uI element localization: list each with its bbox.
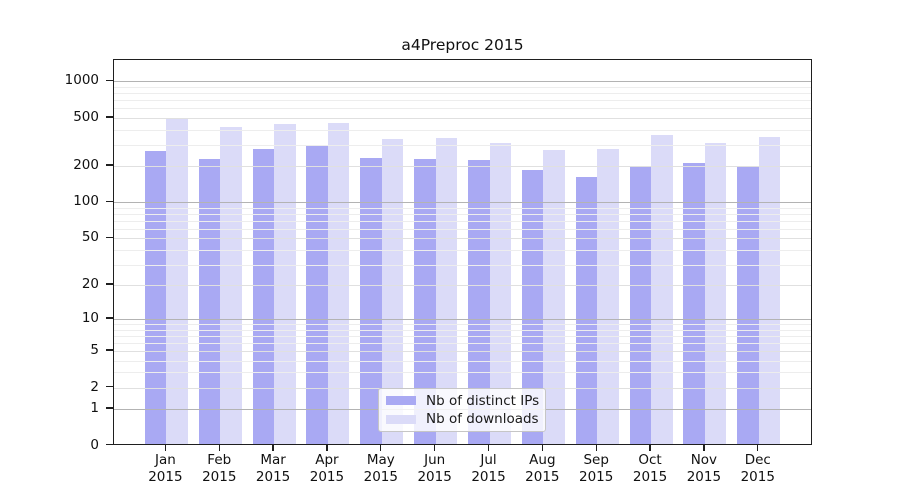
bar-downloads xyxy=(543,150,565,444)
x-axis-tick xyxy=(218,444,220,451)
x-axis-tick-label: Jul 2015 xyxy=(471,452,506,485)
x-axis-tick xyxy=(272,444,274,451)
bar-downloads xyxy=(166,117,188,444)
x-axis-tick-label: Oct 2015 xyxy=(632,452,668,485)
y-axis-tick-label: 10 xyxy=(81,310,99,327)
x-axis-tick-label: Mar 2015 xyxy=(255,452,291,485)
y-axis-tick xyxy=(105,283,113,285)
x-axis-tick-label: Dec 2015 xyxy=(740,452,775,485)
bar-downloads xyxy=(758,136,781,444)
bar-distinct-ips xyxy=(252,148,275,444)
y-axis-tick-label: 0 xyxy=(90,436,99,453)
y-axis-tick-label: 200 xyxy=(73,156,99,173)
plot-area xyxy=(113,59,812,445)
x-axis-tick xyxy=(757,444,759,451)
x-axis-tick xyxy=(595,444,597,451)
y-axis-tick xyxy=(105,385,113,388)
x-axis-tick-label: Apr 2015 xyxy=(309,452,345,485)
y-axis-tick-label: 100 xyxy=(73,193,99,210)
x-axis-tick xyxy=(703,444,705,451)
x-axis-tick xyxy=(326,444,328,451)
legend-label-downloads: Nb of downloads xyxy=(426,411,539,428)
x-axis-tick-label: Nov 2015 xyxy=(686,452,722,485)
x-axis-tick-label: Aug 2015 xyxy=(525,452,560,485)
bar-distinct-ips xyxy=(629,166,652,444)
bar-downloads xyxy=(597,148,619,444)
y-axis-tick-label: 50 xyxy=(81,229,99,246)
y-axis-tick xyxy=(105,407,113,409)
y-axis-tick xyxy=(105,236,113,238)
y-axis-tick xyxy=(105,116,113,118)
y-axis-tick-label: 20 xyxy=(81,276,99,293)
bar-distinct-ips xyxy=(306,145,328,444)
bar-downloads xyxy=(327,123,350,444)
legend-label-distinct-ips: Nb of distinct IPs xyxy=(426,392,540,409)
bar-distinct-ips xyxy=(144,150,167,444)
legend-swatch-downloads xyxy=(386,414,416,424)
legend-swatch-distinct-ips xyxy=(386,396,416,406)
x-axis-tick-label: Sep 2015 xyxy=(579,452,614,485)
bar-distinct-ips xyxy=(683,163,705,444)
y-axis-tick-label: 1 xyxy=(90,399,99,416)
y-axis-tick-label: 5 xyxy=(90,342,99,359)
legend-entry-downloads: Nb of downloads xyxy=(379,410,545,428)
y-axis-tick xyxy=(105,317,113,319)
bar-distinct-ips xyxy=(575,176,598,444)
x-axis-tick xyxy=(164,444,167,451)
bar-downloads xyxy=(381,138,404,444)
x-axis-tick xyxy=(380,444,382,451)
x-axis-tick-label: Jun 2015 xyxy=(417,452,452,485)
y-axis-tick xyxy=(105,164,113,166)
chart-title: a4Preproc 2015 xyxy=(401,36,524,54)
y-axis-tick xyxy=(105,349,113,351)
y-axis-tick xyxy=(105,443,113,446)
x-axis-tick-label: May 2015 xyxy=(363,452,398,485)
y-axis-tick-label: 1000 xyxy=(64,72,99,89)
y-axis-tick-label: 500 xyxy=(73,108,99,125)
x-axis-tick xyxy=(649,444,651,451)
bar-downloads xyxy=(704,142,727,444)
bar-downloads xyxy=(651,134,673,444)
x-axis-tick xyxy=(541,444,544,451)
legend-entry-distinct-ips: Nb of distinct IPs xyxy=(379,392,545,410)
legend: Nb of distinct IPs Nb of downloads xyxy=(378,388,546,432)
bar-downloads xyxy=(274,123,296,444)
y-axis-tick-label: 2 xyxy=(90,378,99,395)
x-axis-tick xyxy=(433,444,436,451)
bar-distinct-ips xyxy=(737,166,759,444)
bar-downloads xyxy=(489,142,511,444)
x-axis-tick-label: Feb 2015 xyxy=(202,452,237,485)
y-axis-tick xyxy=(105,200,113,202)
y-axis-tick xyxy=(105,79,113,82)
x-axis-tick xyxy=(487,444,490,451)
x-axis-tick-label: Jan 2015 xyxy=(148,452,183,485)
